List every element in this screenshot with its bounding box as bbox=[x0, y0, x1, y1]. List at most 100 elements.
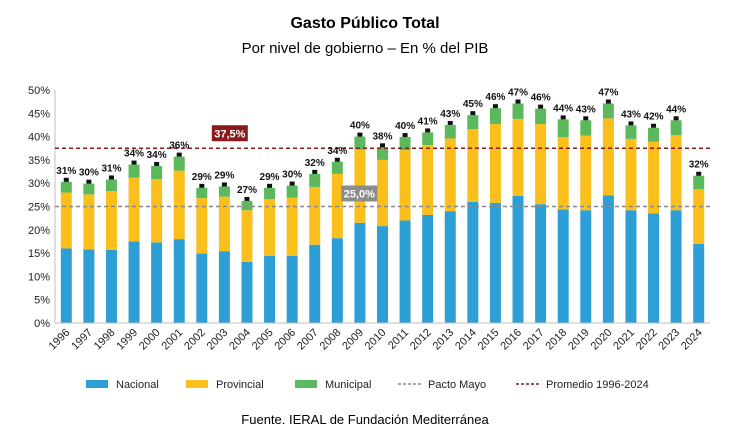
bar-top-marker bbox=[447, 120, 453, 125]
total-label: 30% bbox=[282, 170, 302, 181]
source-note: Fuente. IERAL de Fundación Mediterránea bbox=[241, 412, 489, 427]
reference-label: 25,0% bbox=[344, 189, 375, 201]
bar-segment-provincial bbox=[241, 210, 253, 262]
bar-segment-provincial bbox=[196, 198, 208, 254]
bar-segment-provincial bbox=[512, 118, 524, 196]
bar-segment-provincial bbox=[422, 144, 434, 215]
bar-segment-municipal bbox=[422, 132, 434, 145]
x-tick-label: 2024 bbox=[679, 327, 705, 353]
bar-segment-provincial bbox=[83, 194, 95, 250]
legend-label: Provincial bbox=[216, 379, 264, 391]
x-tick-label: 2004 bbox=[227, 327, 253, 353]
bar-segment-provincial bbox=[648, 141, 660, 214]
total-label: 31% bbox=[101, 163, 121, 174]
bar-top-marker bbox=[651, 123, 657, 128]
total-label: 29% bbox=[260, 172, 280, 183]
y-tick-label: 25% bbox=[28, 202, 50, 214]
x-tick-label: 2001 bbox=[160, 327, 186, 353]
total-label: 47% bbox=[598, 88, 618, 99]
bar-top-marker bbox=[154, 161, 160, 166]
total-label: 34% bbox=[124, 149, 144, 160]
bar-segment-provincial bbox=[173, 170, 185, 240]
x-tick-label: 2014 bbox=[453, 327, 479, 353]
total-label: 42% bbox=[644, 112, 664, 123]
x-tick-label: 1996 bbox=[47, 327, 73, 353]
bar-top-marker bbox=[199, 183, 205, 188]
x-tick-label: 2020 bbox=[589, 327, 615, 353]
x-tick-label: 1997 bbox=[69, 327, 95, 353]
x-tick-label: 2021 bbox=[611, 327, 637, 353]
total-label: 38% bbox=[372, 131, 392, 142]
bar-segment-provincial bbox=[489, 124, 501, 203]
bar-top-marker bbox=[63, 177, 69, 182]
total-label: 45% bbox=[463, 99, 483, 110]
bar-segment-provincial bbox=[264, 199, 276, 256]
bar-segment-nacional bbox=[105, 249, 117, 323]
bar-segment-provincial bbox=[377, 159, 388, 227]
y-tick-label: 35% bbox=[28, 155, 50, 167]
x-tick-label: 2013 bbox=[431, 327, 457, 353]
bar-segment-provincial bbox=[535, 124, 547, 205]
bar-top-marker bbox=[628, 121, 634, 126]
bar-top-marker bbox=[176, 152, 182, 157]
bar-segment-provincial bbox=[399, 150, 411, 221]
bar-segment-provincial bbox=[670, 135, 682, 211]
legend-label: Pacto Mayo bbox=[428, 379, 486, 391]
x-tick-label: 2010 bbox=[363, 327, 389, 353]
bar-segment-nacional bbox=[196, 253, 208, 323]
x-tick-label: 2012 bbox=[408, 327, 434, 353]
bar-segment-nacional bbox=[286, 255, 298, 323]
bar-segment-municipal bbox=[83, 183, 95, 195]
total-label: 44% bbox=[553, 103, 573, 114]
y-tick-label: 30% bbox=[28, 178, 50, 190]
y-tick-label: 10% bbox=[28, 271, 50, 283]
bar-segment-municipal bbox=[264, 187, 276, 200]
bar-segment-municipal bbox=[693, 175, 705, 190]
total-label: 32% bbox=[689, 160, 709, 171]
bar-segment-municipal bbox=[196, 187, 208, 199]
bar-top-marker bbox=[244, 196, 250, 201]
total-label: 43% bbox=[576, 104, 596, 115]
y-tick-label: 5% bbox=[34, 295, 50, 307]
bar-top-marker bbox=[289, 181, 295, 186]
bar-segment-municipal bbox=[625, 125, 637, 139]
total-label: 30% bbox=[79, 168, 99, 179]
total-label: 34% bbox=[327, 146, 347, 157]
legend-label: Nacional bbox=[116, 379, 159, 391]
bar-top-marker bbox=[221, 182, 227, 187]
x-tick-label: 2007 bbox=[295, 327, 321, 353]
x-tick-label: 2005 bbox=[250, 327, 276, 353]
bar-segment-nacional bbox=[264, 255, 276, 323]
legend-swatch bbox=[186, 380, 208, 388]
bar-segment-nacional bbox=[467, 201, 479, 323]
bar-segment-municipal bbox=[60, 181, 72, 193]
legend: Nacional Provincial Municipal Pacto Mayo Pro… bbox=[86, 379, 649, 391]
bar-segment-provincial bbox=[444, 138, 456, 212]
bar-segment-nacional bbox=[512, 195, 524, 323]
bar-segment-municipal bbox=[512, 103, 524, 119]
bar-segment-nacional bbox=[60, 248, 72, 323]
bar-segment-nacional bbox=[354, 222, 366, 323]
bar-top-marker bbox=[357, 132, 363, 137]
x-tick-label: 2022 bbox=[634, 327, 660, 353]
bar-segment-municipal bbox=[105, 179, 117, 192]
total-labels: 31% 30% 31%34% 34%36%29% 29%27%29% 30%32%34%4… bbox=[56, 88, 709, 196]
bar-segment-municipal bbox=[602, 103, 614, 119]
legend-label: Promedio 1996-2024 bbox=[546, 379, 649, 391]
bar-segment-municipal bbox=[331, 161, 343, 174]
bar-segment-nacional bbox=[173, 239, 185, 323]
bar-segment-provincial bbox=[128, 177, 140, 242]
bar-segment-municipal bbox=[580, 120, 592, 136]
bar-segment-nacional bbox=[489, 202, 501, 323]
y-tick-label: 50% bbox=[28, 85, 50, 97]
bar-segment-nacional bbox=[444, 211, 456, 323]
bar-segment-municipal bbox=[467, 115, 479, 130]
total-label: 43% bbox=[621, 109, 641, 120]
bar-top-marker bbox=[131, 160, 137, 165]
bar-segment-municipal bbox=[444, 124, 456, 139]
y-tick-label: 15% bbox=[28, 248, 50, 260]
total-label: 44% bbox=[666, 104, 686, 115]
bar-top-marker bbox=[380, 143, 385, 148]
bar-segment-provincial bbox=[60, 192, 72, 249]
